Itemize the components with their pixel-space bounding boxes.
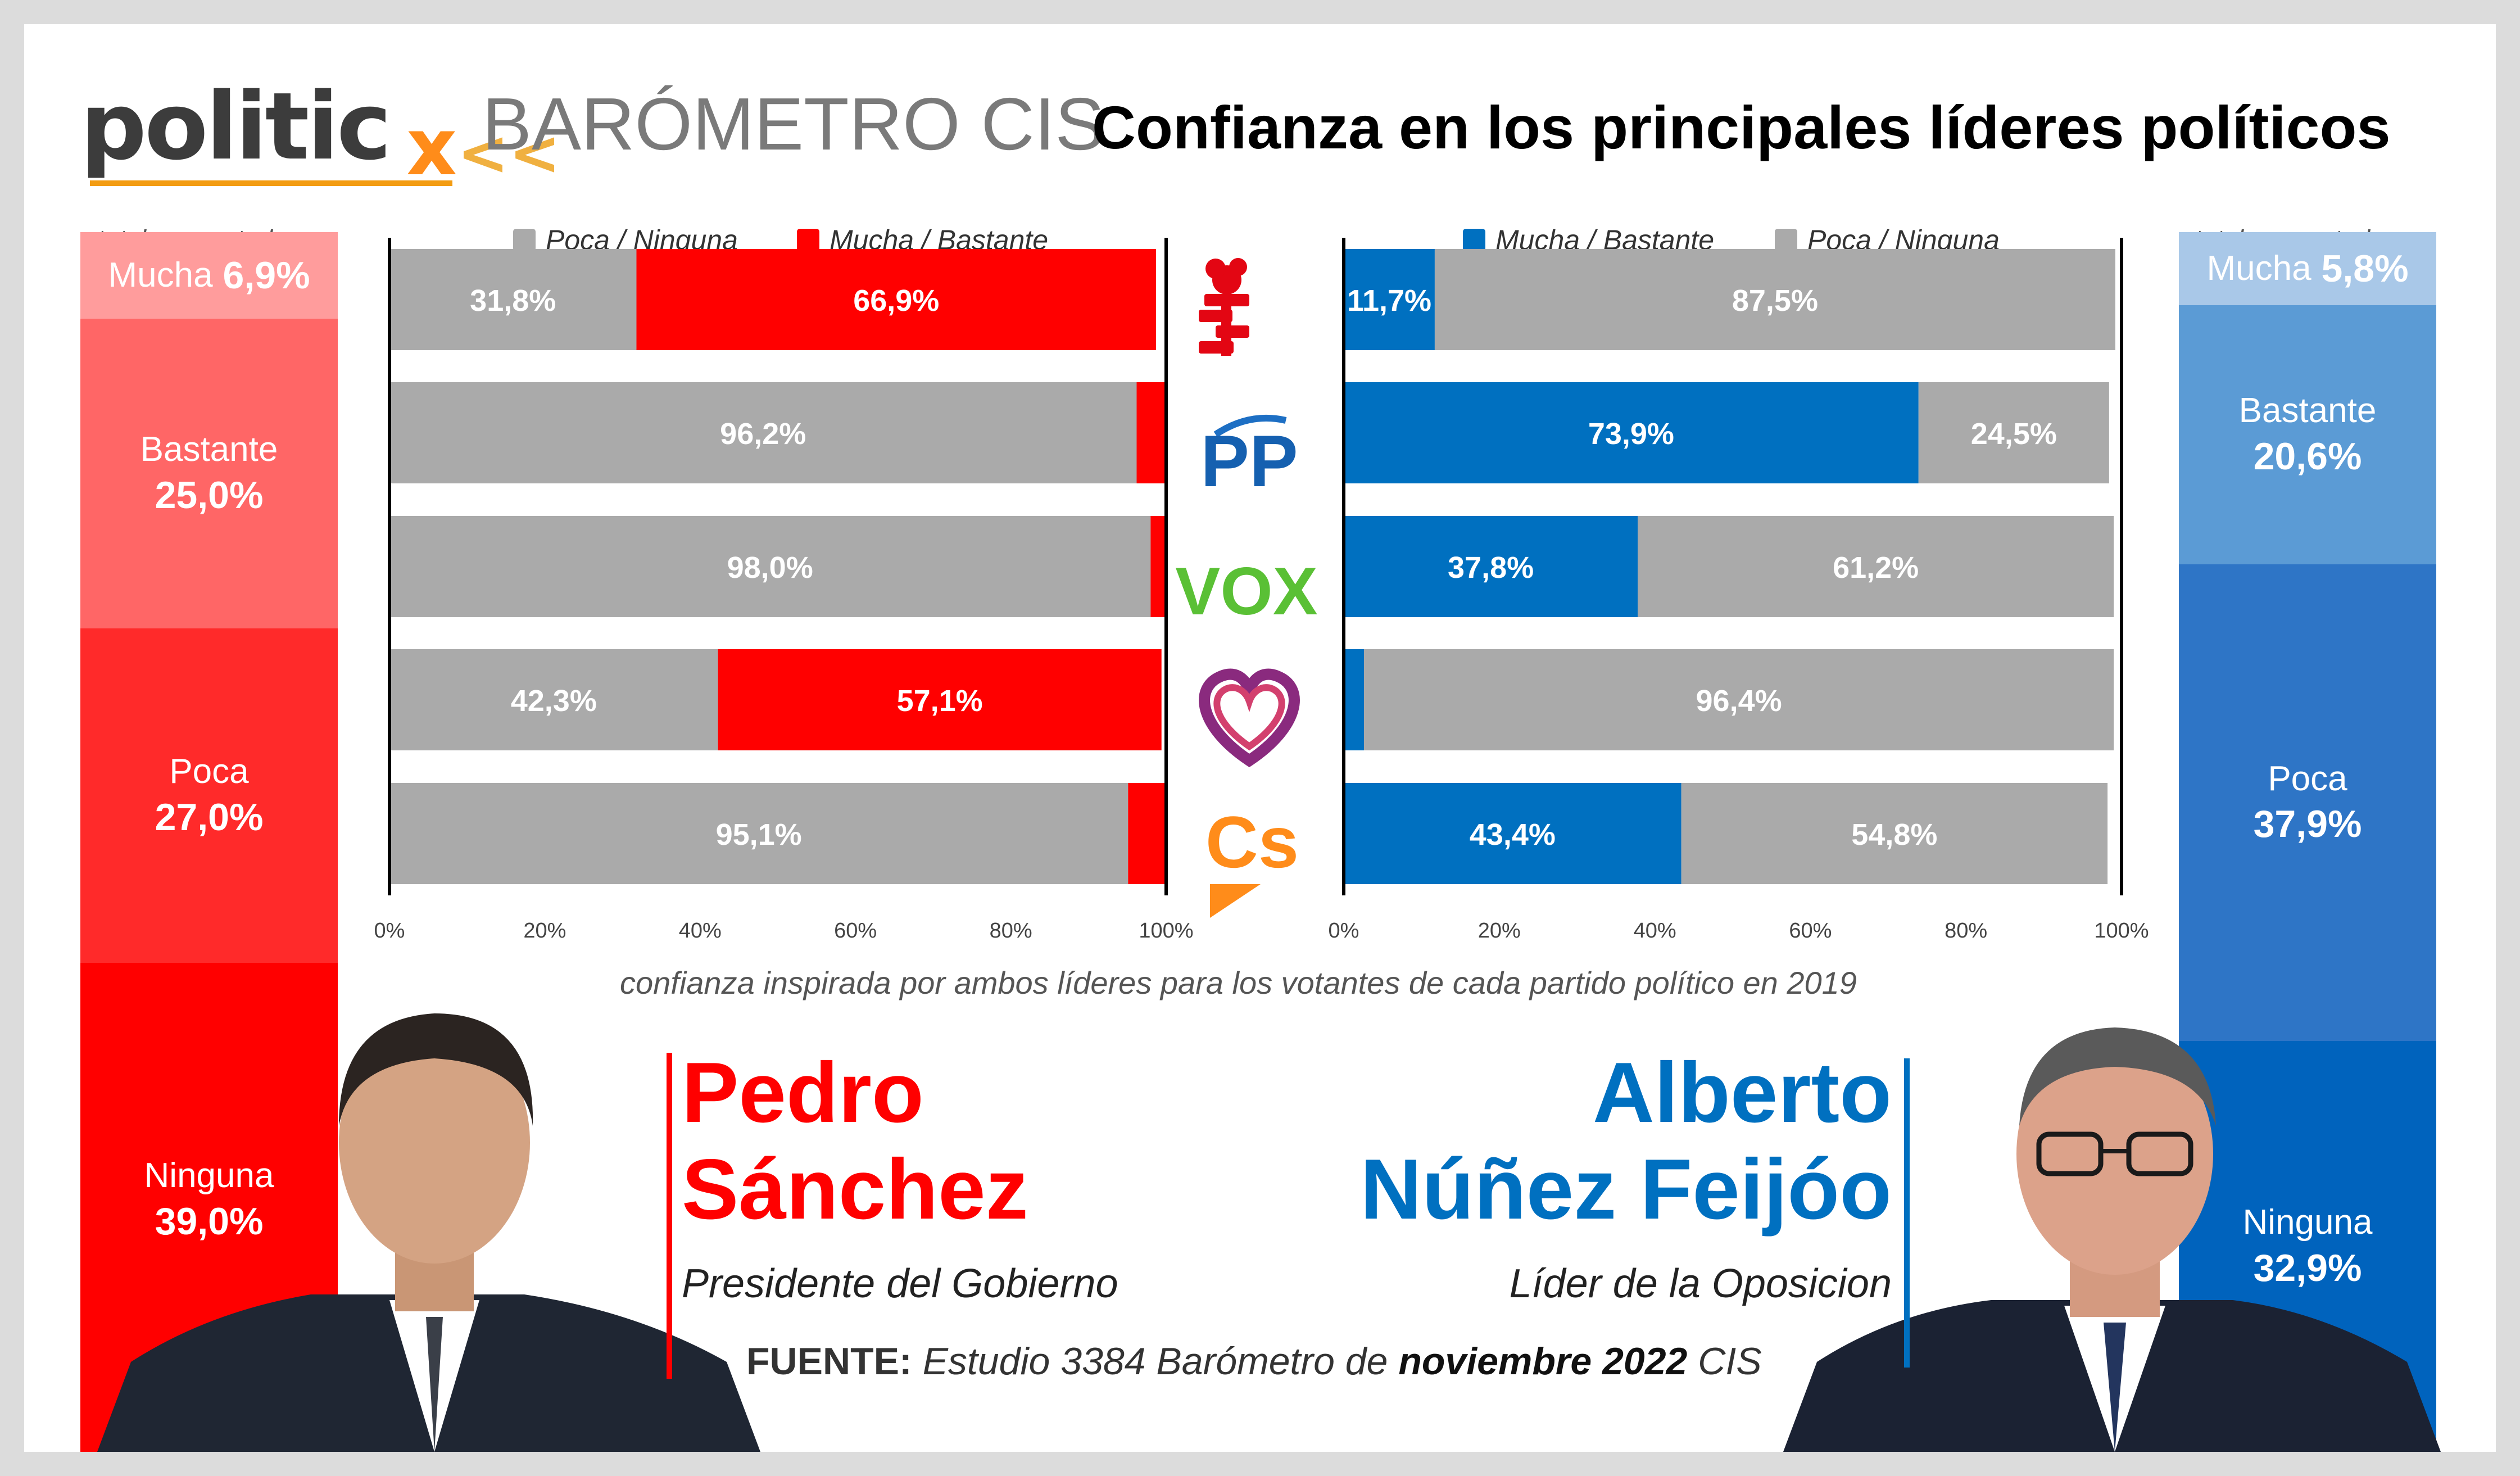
right-bar-ciudadanos-second [1681,783,2108,884]
feijoo-last-name: Núñez Feijóo [1360,1142,1892,1237]
right-bar-label: 11,7% [1347,284,1431,318]
infographic-card: politic x<< BARÓMETRO CIS Confianza en l… [24,24,2496,1452]
podemos-heart-icon [1199,668,1300,768]
left-tick-label: 20% [523,919,566,943]
legend-swatch-blue [1463,229,1485,251]
left-bar-psoe-first [389,249,637,350]
right-tick-label: 60% [1789,919,1832,943]
left-bar-pp-first [389,382,1137,483]
left-bar-pp-second [1136,382,1166,483]
right-tick-label: 80% [1945,919,1987,943]
sanchez-role: Presidente del Gobierno [682,1261,1118,1306]
source-line: FUENTE: Estudio 3384 Barómetro de noviem… [746,1340,1762,1383]
right-bar-vox-second [1638,516,2114,617]
right-segment-poca: Poca 37,9% [2179,564,2436,1041]
left-segment-poca: Poca 27,0% [80,628,338,963]
page-title: Confianza en los principales líderes pol… [1092,93,2391,161]
left-bar-ciudadanos-second [1128,783,1166,884]
left-tick-label: 60% [834,919,877,943]
logo-chevrons: << [457,117,561,189]
sanchez-last-name: Sánchez [682,1142,1028,1237]
left-bar-label: 42,3% [511,684,597,718]
pp-logo: PP [1200,414,1298,502]
right-tick-label: 20% [1478,919,1521,943]
right-bar-label: 43,4% [1470,818,1556,852]
svg-text:PP: PP [1200,420,1298,502]
sanchez-chart: 31,8% 66,9% 96,2% 98,0% 42,3% 57,1% 95,1% 0% 20%… [374,238,1194,943]
right-bar-label: 37,8% [1448,551,1534,585]
bar-charts: 31,8% 66,9% 96,2% 98,0% 42,3% 57,1% 95,1% 0% 20%… [374,238,2149,943]
left-bar-label: 98,0% [727,551,813,585]
left-segment-bastante: Bastante 25,0% [80,319,338,628]
legend-swatch-red [797,229,819,251]
right-bar-label: 61,2% [1833,551,1919,585]
legend-swatch-gray [1775,229,1797,251]
feijoo-chart: 11,7% 87,5% 73,9% 24,5% 37,8% 61,2% 96,4% 43,4%… [1329,238,2149,943]
left-bar-unidas-podemos-first [389,649,718,750]
right-bar-psoe-second [1434,249,2115,350]
cs-logo: Cs [1205,801,1299,918]
left-bar-label: 95,1% [716,818,802,852]
sanchez-portrait [97,1013,760,1452]
left-bar-vox-first [389,516,1151,617]
left-tick-label: 0% [374,919,405,943]
vox-logo: VOX [1175,554,1317,629]
right-bar-label: 73,9% [1588,417,1674,451]
legend-swatch-gray [513,229,536,251]
barometer-label: BARÓMETRO CIS [482,83,1105,165]
left-segment-mucha: Mucha 6,9% [80,232,338,319]
feijoo-first-name: Alberto [1593,1045,1892,1140]
left-bar-ciudadanos-first [389,783,1128,884]
sanchez-first-name: Pedro [682,1045,924,1140]
right-bar-unidas-podemos-first [1344,649,1364,750]
sanchez-divider [667,1053,672,1379]
right-tick-label: 0% [1329,919,1359,943]
right-bar-vox-first [1344,516,1638,617]
right-segment-bastante: Bastante 20,6% [2179,305,2436,564]
politicx-logo: politic [80,73,392,180]
right-bar-psoe-first [1344,249,1435,350]
left-bar-unidas-podemos-second [718,649,1162,750]
right-bar-unidas-podemos-second [1363,649,2114,750]
left-bar-psoe-second [636,249,1157,350]
left-bar-label: 96,2% [720,417,806,451]
right-tick-label: 100% [2094,919,2149,943]
right-bar-pp-second [1918,382,2109,483]
left-bar-label: 57,1% [897,684,983,718]
right-bar-ciudadanos-first [1344,783,1681,884]
chart-note: confianza inspirada por ambos líderes pa… [620,965,1857,1000]
right-bar-pp-first [1344,382,1919,483]
feijoo-role: Líder de la Oposicion [1509,1261,1892,1306]
feijoo-divider [1904,1058,1910,1368]
left-bar-vox-second [1150,516,1166,617]
right-bar-label: 96,4% [1696,684,1782,718]
left-tick-label: 40% [679,919,722,943]
right-bar-label: 24,5% [1971,417,2057,451]
right-bar-label: 87,5% [1732,284,1818,318]
logo-underline [90,180,452,186]
right-bar-label: 54,8% [1851,818,1937,852]
left-bar-label: 66,9% [853,284,939,318]
psoe-rose-icon [1199,258,1249,356]
left-bar-label: 31,8% [470,284,556,318]
svg-text:Cs: Cs [1205,801,1299,883]
logo-x-mark: x<< [406,102,561,193]
feijoo-portrait [1783,1027,2441,1452]
right-tick-label: 40% [1634,919,1676,943]
left-tick-label: 100% [1139,919,1193,943]
left-tick-label: 80% [990,919,1032,943]
right-segment-mucha: Mucha 5,8% [2179,232,2436,305]
